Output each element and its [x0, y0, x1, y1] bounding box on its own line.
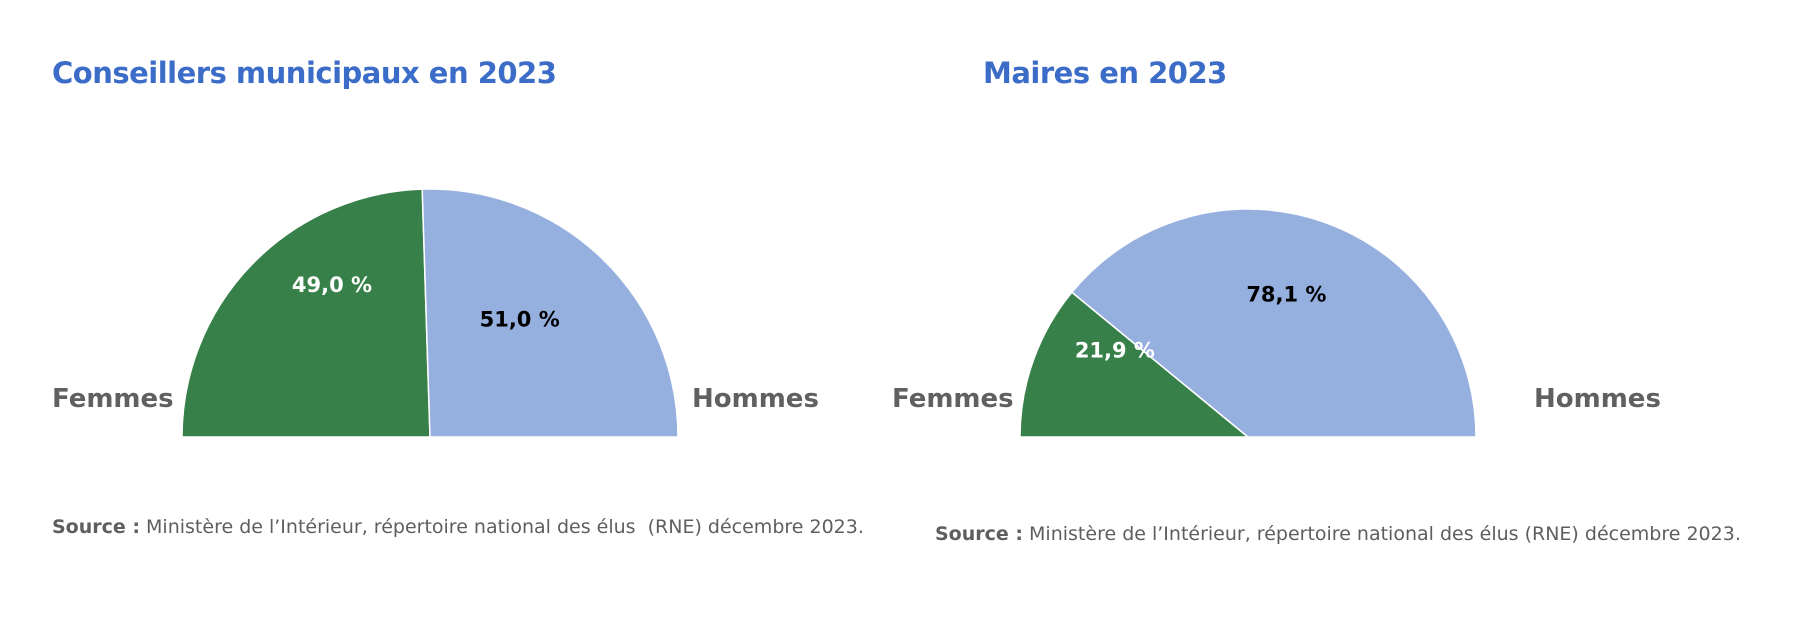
- half-pie-chart: 49,0 % 51,0 %: [181, 188, 679, 438]
- category-label-femmes: Femmes: [52, 384, 174, 414]
- chart-panel-conseillers: Conseillers municipaux en 2023 49,0 % 51,…: [0, 0, 880, 626]
- slice-femmes: [181, 188, 431, 438]
- source-text: Ministère de l’Intérieur, répertoire nat…: [140, 516, 864, 538]
- source-label: Source :: [52, 516, 140, 538]
- category-label-femmes: Femmes: [892, 384, 1014, 414]
- source-note: Source : Ministère de l’Intérieur, réper…: [935, 523, 1741, 545]
- category-label-hommes: Hommes: [1534, 384, 1661, 414]
- slice-hommes: [1070, 208, 1477, 438]
- data-label-femmes: 21,9 %: [1075, 338, 1155, 362]
- chart-title: Conseillers municipaux en 2023: [52, 56, 557, 90]
- slice-femmes: [1019, 291, 1251, 438]
- slice-hommes: [421, 188, 679, 438]
- data-label-femmes: 49,0 %: [292, 273, 372, 297]
- source-note: Source : Ministère de l’Intérieur, réper…: [52, 516, 864, 538]
- source-text: Ministère de l’Intérieur, répertoire nat…: [1023, 523, 1741, 545]
- data-label-hommes: 51,0 %: [480, 307, 560, 331]
- half-pie-chart: 21,9 % 78,1 %: [1019, 208, 1477, 438]
- data-label-hommes: 78,1 %: [1246, 283, 1326, 307]
- chart-title: Maires en 2023: [983, 56, 1227, 90]
- source-label: Source :: [935, 523, 1023, 545]
- category-label-hommes: Hommes: [692, 384, 819, 414]
- chart-panel-maires: Maires en 2023 21,9 % 78,1 % Femmes Homme…: [880, 0, 1796, 626]
